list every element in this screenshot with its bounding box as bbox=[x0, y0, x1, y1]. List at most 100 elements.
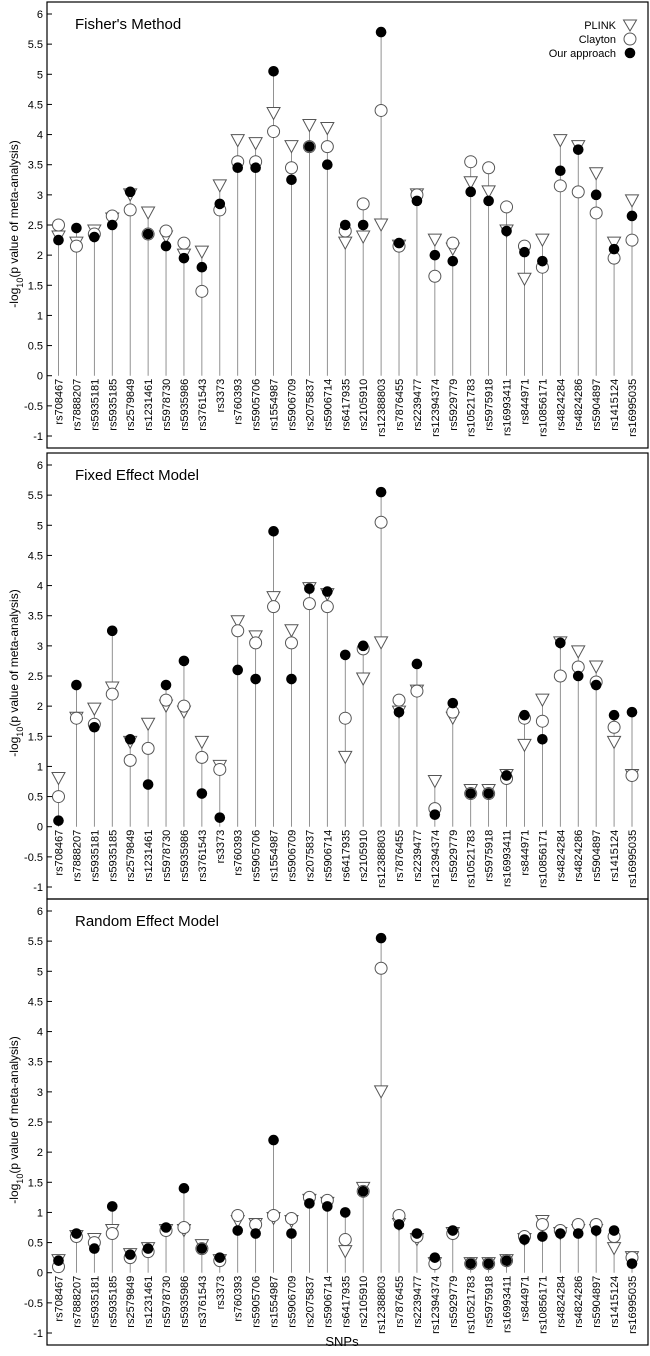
our-approach-point bbox=[124, 734, 136, 745]
clayton-point bbox=[535, 714, 549, 728]
our-approach-point bbox=[53, 1255, 64, 1266]
y-tick-label: -1 bbox=[33, 1328, 43, 1340]
clayton-point bbox=[159, 693, 173, 707]
x-tick-label: rs4824286 bbox=[573, 1276, 585, 1328]
x-tick-label: rs12388803 bbox=[376, 1276, 388, 1334]
y-tick-label: 3.5 bbox=[28, 611, 43, 623]
our-approach-point bbox=[71, 679, 82, 691]
x-tick-label: rs5929779 bbox=[448, 379, 460, 431]
our-approach-point bbox=[608, 243, 620, 255]
x-tick-label: rs4824286 bbox=[573, 379, 585, 431]
x-tick-label: rs10521783 bbox=[466, 379, 478, 437]
x-tick-label: rs5906709 bbox=[286, 830, 298, 882]
our-approach-point bbox=[555, 1228, 566, 1239]
our-approach-point bbox=[626, 1258, 638, 1269]
panels-group: -1 -0.5 0 0.5 1 1.5 2 2.5 3 3.5 4 4.5 5 5.5 6 Fisher's … bbox=[24, 1, 649, 1346]
x-tick-label: rs7888207 bbox=[71, 379, 83, 431]
our-approach-point bbox=[196, 788, 208, 799]
our-approach-point bbox=[626, 706, 638, 718]
y-axis-label: -log10(p value of meta-analysis) bbox=[7, 1036, 25, 1203]
our-approach-point bbox=[411, 1228, 423, 1239]
our-approach-point bbox=[71, 222, 82, 234]
y-tick-label: 0.5 bbox=[28, 341, 43, 353]
x-tick-label: rs16993411 bbox=[502, 830, 514, 887]
our-approach-point bbox=[250, 162, 261, 174]
clayton-point bbox=[392, 693, 406, 707]
our-approach-point bbox=[555, 637, 566, 649]
x-tick-label: rs4824284 bbox=[555, 830, 567, 882]
x-tick-label: rs2239477 bbox=[412, 1276, 424, 1328]
plink-point bbox=[212, 179, 228, 193]
our-approach-point bbox=[339, 219, 351, 231]
x-tick-label: rs3373 bbox=[215, 830, 227, 864]
clayton-point bbox=[338, 711, 352, 725]
x-tick-label: rs10856171 bbox=[537, 830, 549, 888]
plink-point bbox=[194, 735, 210, 750]
our-approach-point bbox=[196, 261, 208, 273]
x-tick-label: rs4824284 bbox=[555, 379, 567, 431]
our-approach-point bbox=[304, 583, 315, 594]
x-tick-label: rs2579849 bbox=[125, 1276, 137, 1328]
our-approach-point bbox=[286, 174, 297, 186]
x-tick-label: rs5935986 bbox=[179, 1276, 191, 1328]
plink-point bbox=[588, 660, 604, 675]
clayton-point bbox=[410, 684, 424, 698]
our-approach-point bbox=[537, 1231, 548, 1242]
our-approach-point bbox=[572, 1228, 584, 1239]
our-approach-point bbox=[375, 486, 387, 498]
x-tick-label: rs12394374 bbox=[430, 379, 442, 437]
x-tick-label: rs10856171 bbox=[537, 379, 549, 437]
x-tick-label: rs844971 bbox=[519, 830, 531, 876]
x-tick-label: rs16993411 bbox=[502, 379, 514, 436]
x-tick-label: rs5975918 bbox=[484, 1276, 496, 1328]
clayton-point bbox=[553, 669, 567, 683]
plink-point bbox=[284, 140, 299, 154]
plink-point bbox=[552, 134, 568, 148]
clayton-point bbox=[195, 284, 209, 298]
x-tick-label: rs4824284 bbox=[555, 1276, 567, 1328]
our-approach-point bbox=[106, 219, 118, 231]
clayton-point bbox=[231, 1208, 245, 1222]
our-approach-point bbox=[411, 658, 423, 670]
our-approach-point bbox=[537, 255, 548, 267]
x-tick-label: rs5906714 bbox=[322, 1276, 334, 1328]
x-tick-label: rs2239477 bbox=[412, 379, 424, 431]
y-tick-label: 4.5 bbox=[28, 99, 43, 111]
our-approach-point bbox=[375, 932, 387, 944]
x-tick-label: rs16993411 bbox=[502, 1276, 514, 1333]
plink-point bbox=[140, 717, 156, 732]
our-approach-point bbox=[465, 788, 477, 799]
our-approach-point bbox=[268, 526, 279, 537]
x-tick-label: rs708467 bbox=[54, 379, 66, 425]
x-tick-label: rs2579849 bbox=[125, 830, 137, 882]
y-tick-label: 5 bbox=[37, 520, 43, 532]
clayton-point bbox=[52, 218, 65, 232]
clayton-point bbox=[195, 750, 209, 764]
y-tick-label: 2 bbox=[37, 1147, 43, 1159]
plink-point bbox=[373, 218, 389, 233]
x-tick-label: rs5978730 bbox=[161, 1276, 173, 1328]
x-tick-label: rs760393 bbox=[233, 379, 245, 425]
our-approach-point bbox=[357, 1186, 369, 1197]
x-tick-label: rs5978730 bbox=[161, 379, 173, 431]
clayton-point bbox=[374, 103, 388, 117]
clayton-point bbox=[607, 720, 621, 734]
clayton-point bbox=[284, 1211, 298, 1225]
our-approach-point bbox=[429, 1252, 441, 1263]
y-tick-label: 2.5 bbox=[28, 671, 43, 683]
x-tick-label: rs5935185 bbox=[107, 830, 119, 882]
our-approach-point bbox=[160, 679, 172, 691]
clayton-point bbox=[589, 206, 603, 220]
x-tick-label: rs3761543 bbox=[197, 1276, 209, 1328]
our-approach-point bbox=[106, 1201, 118, 1212]
x-tick-label: rs7876455 bbox=[394, 830, 406, 882]
our-approach-point bbox=[357, 640, 369, 652]
y-tick-label: 3 bbox=[37, 190, 43, 202]
our-approach-point bbox=[555, 165, 566, 177]
our-approach-point bbox=[89, 1243, 100, 1254]
y-tick-label: -0.5 bbox=[24, 1298, 43, 1310]
y-tick-label: 1 bbox=[37, 1207, 43, 1219]
x-tick-label: rs2105910 bbox=[358, 1276, 370, 1328]
our-approach-point bbox=[214, 812, 226, 823]
y-tick-label: 5.5 bbox=[28, 490, 43, 502]
